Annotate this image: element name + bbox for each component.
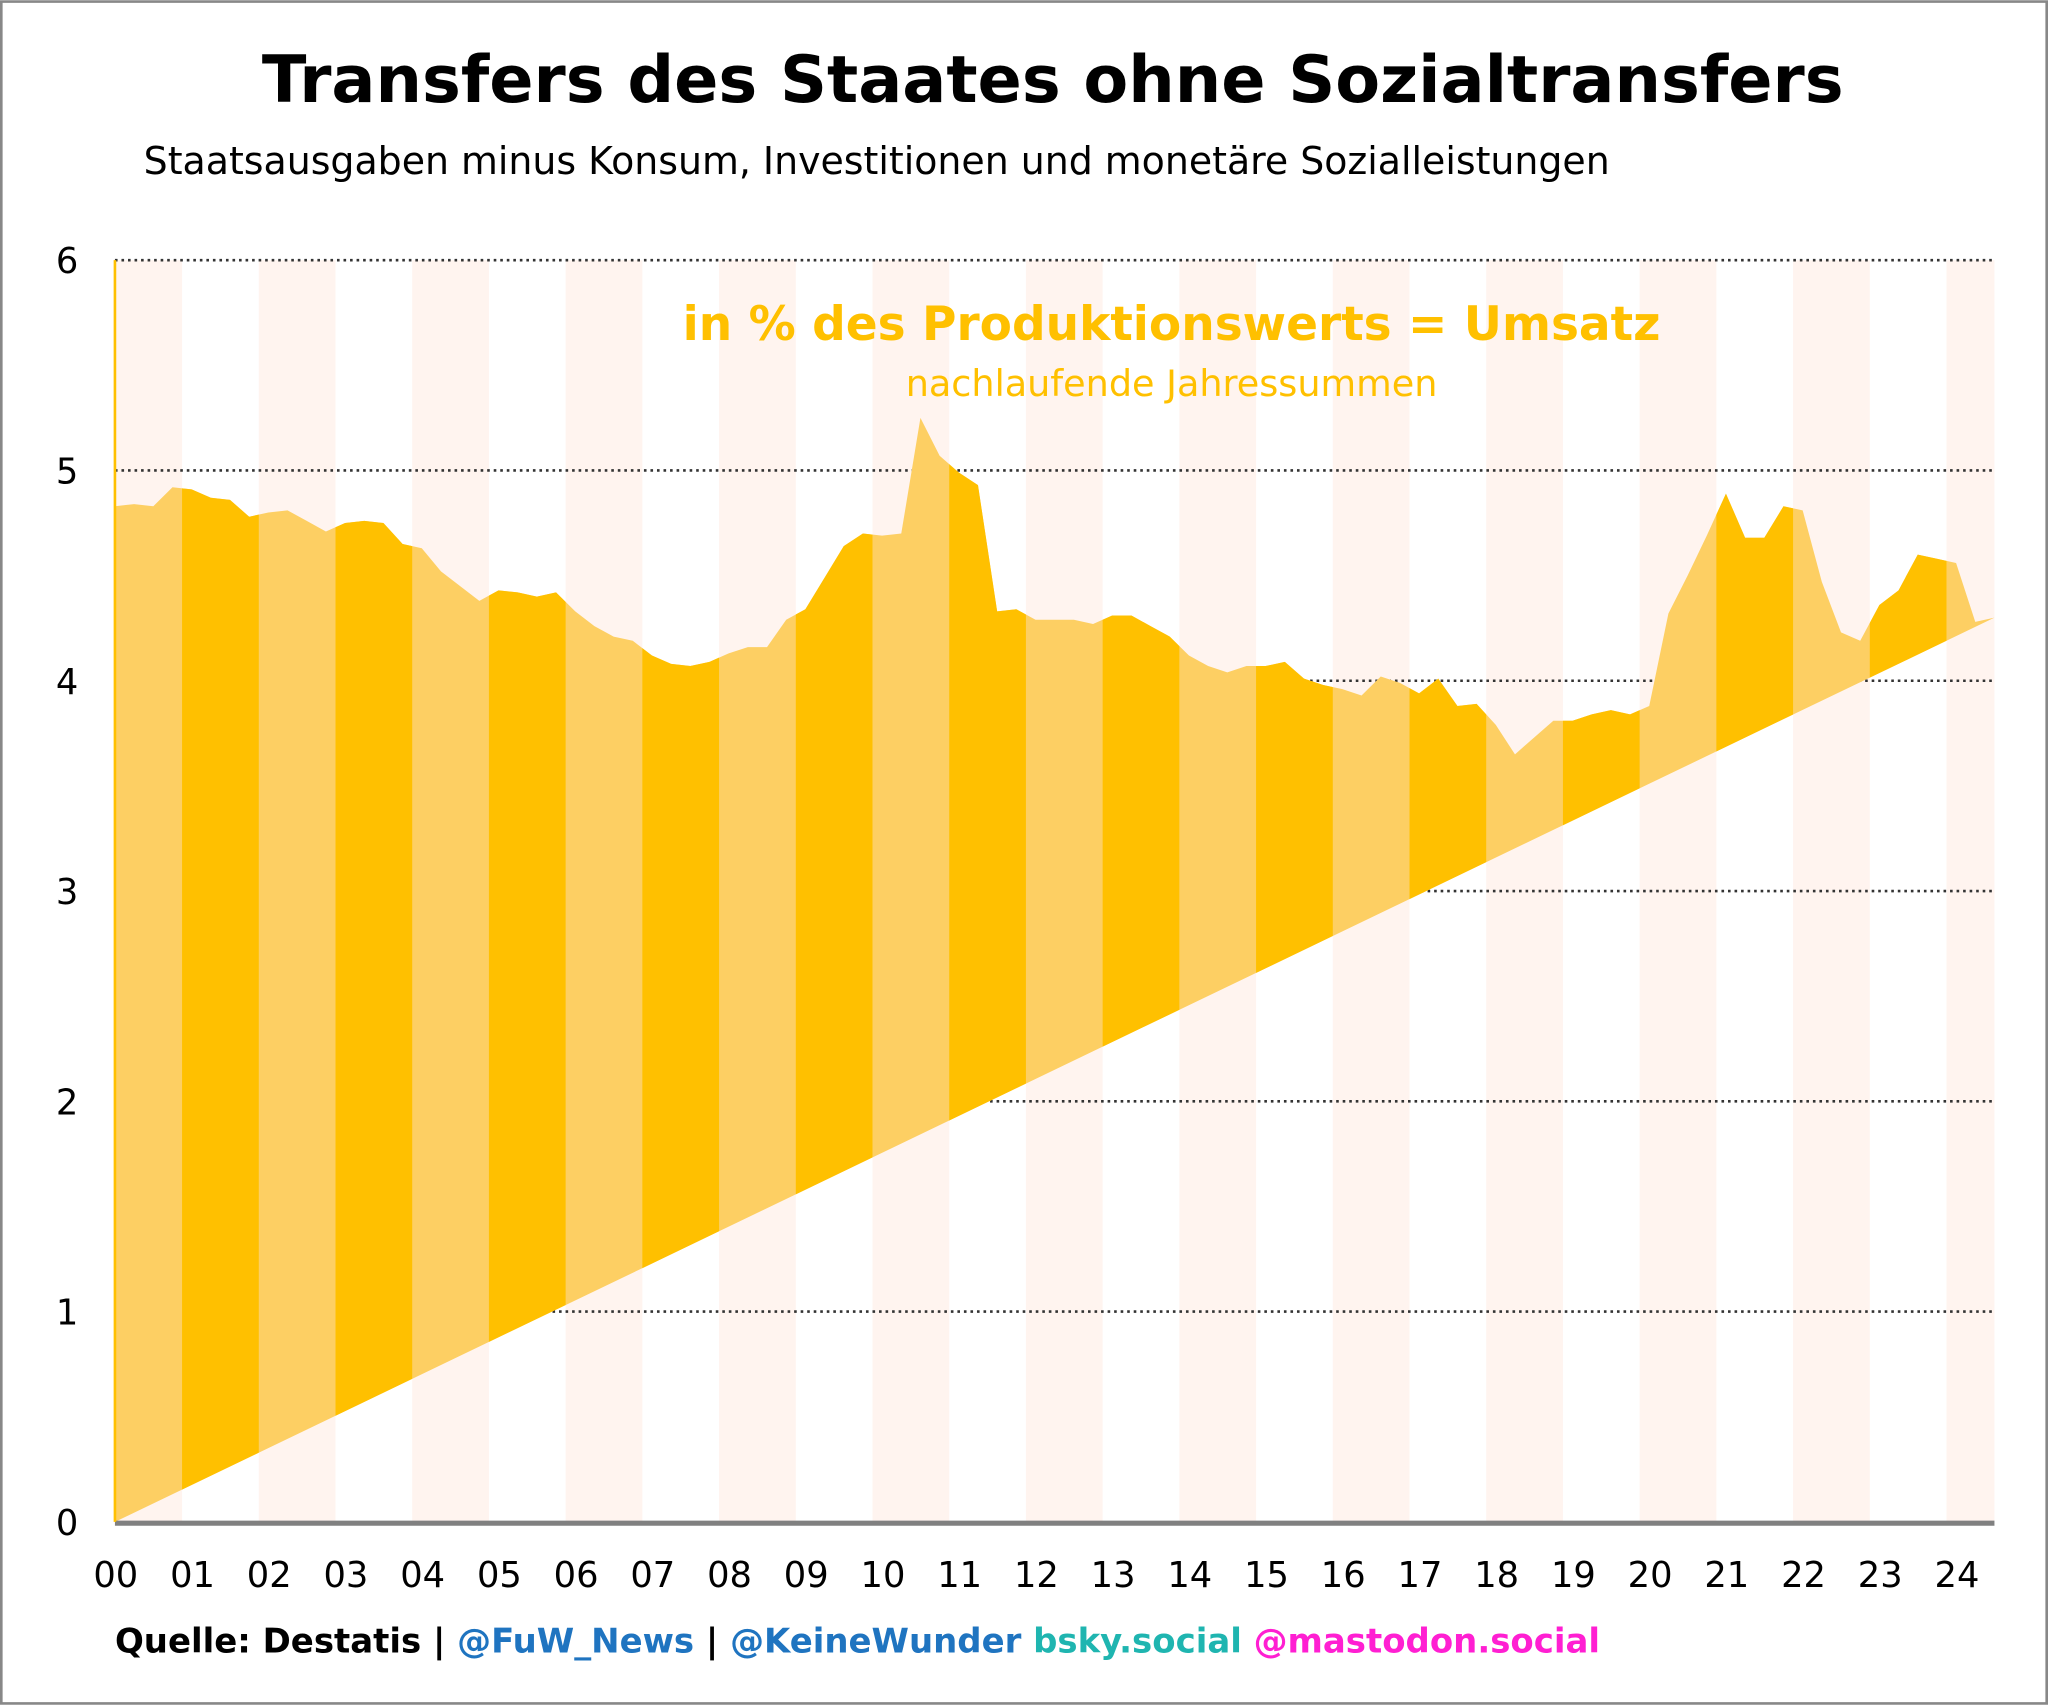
- x-tick-label: 16: [1321, 1555, 1366, 1596]
- year-band: [1486, 260, 1563, 1522]
- footer-part: |: [706, 1622, 718, 1662]
- area: [114, 417, 1995, 1522]
- x-tick-label: 12: [1014, 1555, 1059, 1596]
- annotation-sub: nachlaufende Jahressummen: [906, 362, 1438, 405]
- x-tick-label: 13: [1091, 1555, 1136, 1596]
- footer-part: @mastodon.social: [1254, 1622, 1600, 1662]
- x-tick-label: 14: [1167, 1555, 1212, 1596]
- x-tick-label: 10: [861, 1555, 906, 1596]
- x-tick-label: 11: [937, 1555, 982, 1596]
- annotation: in % des Produktionswerts = Umsatz: [683, 297, 1661, 352]
- x-tick-label: 04: [400, 1555, 445, 1596]
- x-tick-label: 21: [1704, 1555, 1749, 1596]
- x-tick-label: 17: [1398, 1555, 1443, 1596]
- footer-part: @FuW_News: [457, 1622, 694, 1662]
- y-tick-label: 6: [56, 241, 78, 282]
- x-tick-label: 07: [630, 1555, 675, 1596]
- footer-part: Quelle: Destatis |: [115, 1622, 445, 1662]
- x-tick-label: 09: [784, 1555, 829, 1596]
- x-tick-label: 23: [1858, 1555, 1903, 1596]
- x-tick-label: 01: [170, 1555, 215, 1596]
- x-tick-label: 05: [477, 1555, 522, 1596]
- x-tick-label: 18: [1474, 1555, 1519, 1596]
- footer-part: bsky.social: [1033, 1622, 1242, 1662]
- chart-title: Transfers des Staates ohne Sozialtransfe…: [262, 42, 1844, 118]
- y-tick-label: 2: [56, 1082, 78, 1123]
- y-tick-label: 0: [56, 1503, 78, 1544]
- x-tick-label: 00: [93, 1555, 138, 1596]
- x-tick-label: 19: [1551, 1555, 1596, 1596]
- area-group: [114, 417, 1995, 1522]
- x-tick-label: 15: [1244, 1555, 1289, 1596]
- y-tick-label: 1: [56, 1293, 78, 1334]
- x-tick-label: 22: [1781, 1555, 1826, 1596]
- y-tick-label: 3: [56, 872, 78, 913]
- chart-subtitle: Staatsausgaben minus Konsum, Investition…: [144, 139, 1610, 183]
- y-tick-label: 4: [56, 662, 78, 703]
- x-tick-label: 08: [707, 1555, 752, 1596]
- x-tick-label: 03: [324, 1555, 369, 1596]
- x-tick-label: 06: [554, 1555, 599, 1596]
- x-tick-label: 20: [1628, 1555, 1673, 1596]
- x-tick-label: 02: [247, 1555, 292, 1596]
- y-tick-label: 5: [56, 452, 78, 493]
- footer-part: @KeineWunder: [730, 1622, 1022, 1662]
- x-tick-label: 24: [1935, 1555, 1980, 1596]
- footer: Quelle: Destatis | @FuW_News | @KeineWunder…: [115, 1622, 1600, 1662]
- year-band: [1793, 260, 1870, 1522]
